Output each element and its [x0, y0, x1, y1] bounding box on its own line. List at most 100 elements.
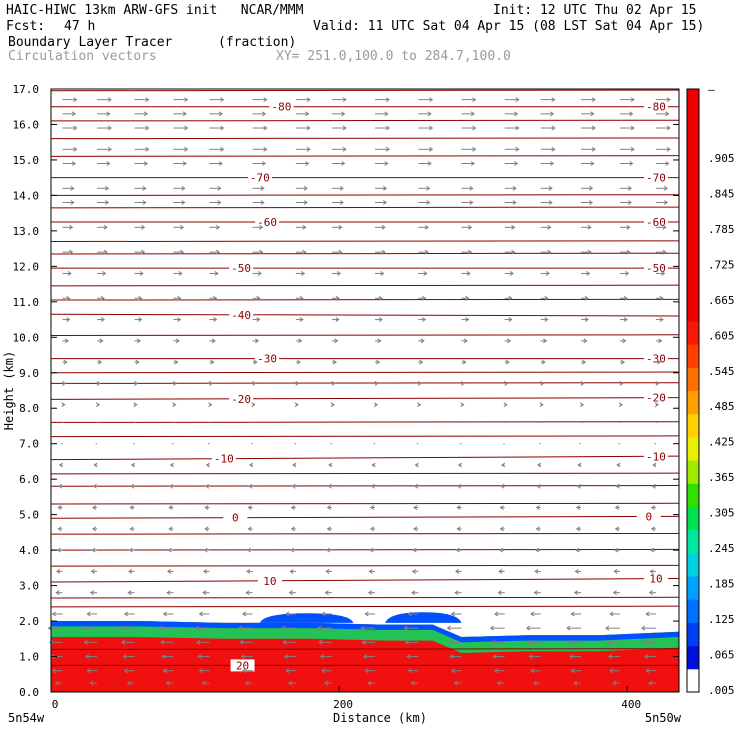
circulation-vector-head: [121, 639, 126, 645]
y-tick-label: 10.0: [13, 331, 40, 344]
circulation-vector-head: [327, 483, 332, 489]
circulation-vector-head: [135, 359, 140, 365]
circulation-vector-head: [504, 380, 509, 386]
temperature-contour-line: [50, 284, 680, 287]
circulation-vector-head: [82, 625, 87, 631]
circulation-vector-head: [623, 295, 628, 301]
circulation-vector-head: [138, 295, 143, 301]
circulation-vector-head: [288, 590, 293, 596]
circulation-vector-head: [71, 161, 77, 166]
circulation-vector-head: [175, 338, 180, 344]
circulation-vector-head: [241, 668, 247, 674]
circulation-vector-head: [214, 271, 219, 276]
contour-label: -60: [646, 216, 666, 229]
circulation-vector-head: [573, 680, 578, 686]
circulation-vector-head: [203, 547, 208, 553]
circulation-vector-head: [607, 654, 613, 659]
circulation-vector-head: [629, 111, 634, 117]
contour-label: -80: [272, 101, 292, 114]
circulation-vector-head: [69, 224, 74, 230]
circulation-vector-head: [404, 639, 409, 645]
circulation-vector-head: [184, 146, 189, 152]
circulation-vector-head: [577, 462, 582, 468]
circulation-vector-head: [574, 568, 579, 574]
temperature-contour-line: [50, 155, 680, 157]
circulation-vector-head: [204, 526, 209, 532]
circulation-vector-head: [544, 295, 549, 301]
circulation-vector-head: [122, 654, 127, 659]
circulation-vector-head: [197, 654, 202, 659]
circulation-vector-head: [162, 668, 167, 674]
circulation-vector-head: [107, 97, 112, 103]
temperature-contour-line: [50, 564, 680, 567]
colorbar-swatch: [687, 112, 699, 136]
circulation-vector-head: [51, 668, 57, 674]
circulation-vector-head: [489, 625, 494, 631]
temperature-contour-line: [50, 334, 680, 337]
circulation-vector-head: [237, 625, 242, 631]
circulation-vector-head: [259, 249, 264, 255]
circulation-vector-head: [629, 161, 634, 166]
circulation-vector-head: [461, 380, 466, 386]
temperature-contour-line: [50, 435, 680, 438]
circulation-vector-head: [90, 568, 95, 574]
field-name: Boundary Layer Tracer: [8, 35, 173, 50]
circulation-vector-head: [92, 483, 97, 489]
circulation-vector-head: [626, 249, 631, 255]
circulation-vector-head: [133, 402, 138, 408]
circulation-vector-head: [321, 611, 326, 617]
colorbar-label: .545: [708, 365, 735, 378]
contour-label-background: [269, 100, 294, 113]
circulation-vector-head: [566, 625, 571, 631]
circulation-vector-head: [385, 146, 390, 152]
circulation-vector-head: [103, 249, 108, 255]
temperature-contour-line: [50, 548, 680, 551]
circulation-vector-head: [588, 185, 594, 191]
y-axis-label: Height (km): [2, 351, 16, 430]
circulation-vector-head: [240, 654, 245, 659]
circulation-vector-head: [465, 317, 470, 322]
circulation-vector-head: [580, 380, 585, 386]
circulation-vector-head: [570, 668, 575, 674]
circulation-vector-head: [407, 668, 412, 674]
circulation-vector-head: [136, 338, 142, 344]
circulation-vector-head: [576, 483, 581, 489]
circulation-vector-head: [91, 505, 97, 510]
circulation-vector-head: [63, 359, 68, 365]
circulation-vector-head: [612, 680, 617, 686]
circulation-vector-head: [172, 402, 177, 408]
tracer-cloud-bump-2: [385, 612, 462, 623]
temperature-contour-line: [50, 240, 680, 243]
circulation-vector-head: [195, 639, 201, 645]
circulation-vector-head: [220, 97, 225, 103]
circulation-vector-head: [123, 668, 129, 674]
circulation-vector-head: [587, 224, 592, 230]
temperature-contour-line: [50, 137, 680, 140]
circulation-vector-head: [102, 271, 107, 276]
contour-label-background: [643, 352, 668, 365]
circulation-vector-head: [360, 625, 365, 631]
contour-label-background: [255, 216, 280, 229]
circulation-vector-head: [498, 547, 504, 553]
circulation-vector-head: [57, 526, 62, 532]
circulation-vector-head: [169, 483, 174, 489]
circulation-vector-head: [106, 111, 111, 117]
circulation-vector-head: [658, 338, 663, 344]
circulation-vector-head: [654, 402, 659, 408]
circulation-vector-head: [413, 526, 418, 532]
y-tick-label: 12.0: [13, 260, 40, 273]
circulation-vector-head: [86, 668, 91, 674]
plot-frame: [50, 88, 680, 693]
circulation-vector-head: [215, 249, 221, 255]
circulation-vector-head: [202, 568, 208, 574]
circulation-vector-head: [468, 224, 473, 230]
circulation-vector-head: [71, 111, 77, 117]
circulation-vector-head: [128, 568, 133, 574]
circulation-vector-head: [455, 568, 460, 574]
circulation-vector-head: [543, 338, 548, 344]
circulation-vector-head: [55, 590, 60, 596]
circulation-vector-head: [410, 680, 415, 686]
circulation-vector-head: [107, 125, 112, 131]
contour-label-background: [643, 391, 668, 404]
colorbar-top-label: –: [708, 83, 715, 96]
